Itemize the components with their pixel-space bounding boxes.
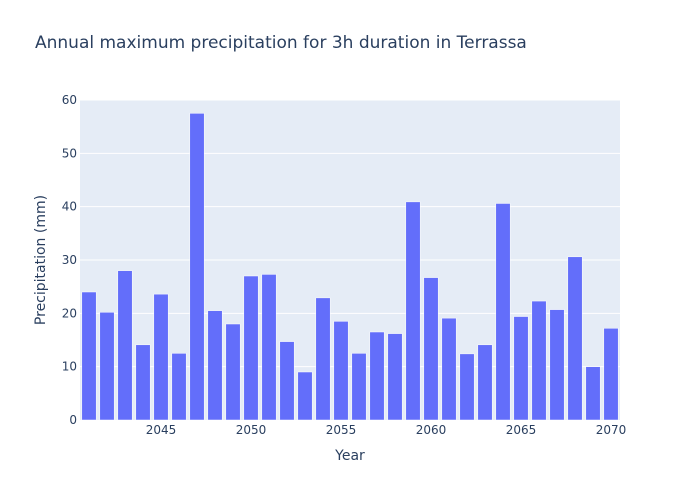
bar [279, 341, 295, 421]
bar [405, 201, 421, 421]
x-tick-label: 2050 [236, 423, 267, 437]
bar [585, 366, 601, 421]
y-axis-ticks: 0 10 20 30 40 50 60 [62, 93, 77, 427]
bar [297, 371, 313, 421]
bar [207, 310, 223, 421]
x-axis-ticks: 2045 2050 2055 2060 2065 2070 [146, 423, 627, 437]
chart-title: Annual maximum precipitation for 3h dura… [35, 33, 527, 53]
y-tick-label: 10 [62, 360, 77, 374]
bar [459, 353, 475, 421]
x-tick-label: 2065 [506, 423, 537, 437]
bar [477, 344, 493, 421]
bar [261, 274, 277, 421]
grid-lines [80, 99, 620, 368]
bar [351, 353, 367, 421]
y-tick-label: 60 [62, 93, 77, 107]
y-tick-label: 0 [69, 413, 77, 427]
bar [189, 113, 205, 421]
x-tick-label: 2060 [416, 423, 447, 437]
bar [99, 312, 115, 421]
x-tick-label: 2045 [146, 423, 177, 437]
y-tick-label: 50 [62, 146, 77, 160]
bar [153, 293, 169, 421]
bar [423, 277, 439, 421]
bar [513, 316, 529, 421]
bar [315, 297, 331, 421]
y-axis-label: Precipitation (mm) [33, 195, 49, 325]
bar [135, 344, 151, 421]
bar [333, 321, 349, 421]
x-tick-label: 2055 [326, 423, 357, 437]
y-tick-label: 30 [62, 253, 77, 267]
bar [117, 270, 133, 421]
bar [81, 291, 97, 421]
bar [531, 300, 547, 421]
bar [549, 309, 565, 421]
bar [171, 353, 187, 421]
bar [369, 331, 385, 421]
x-tick-label: 2070 [596, 423, 627, 437]
y-tick-label: 40 [62, 200, 77, 214]
y-tick-label: 20 [62, 306, 77, 320]
x-axis-label: Year [334, 448, 365, 464]
bar [387, 333, 403, 421]
bar [225, 323, 241, 421]
bar [243, 275, 259, 421]
bar [603, 328, 619, 421]
bar [567, 256, 583, 421]
bars [81, 113, 619, 421]
bar [441, 317, 457, 421]
bar [495, 203, 511, 421]
